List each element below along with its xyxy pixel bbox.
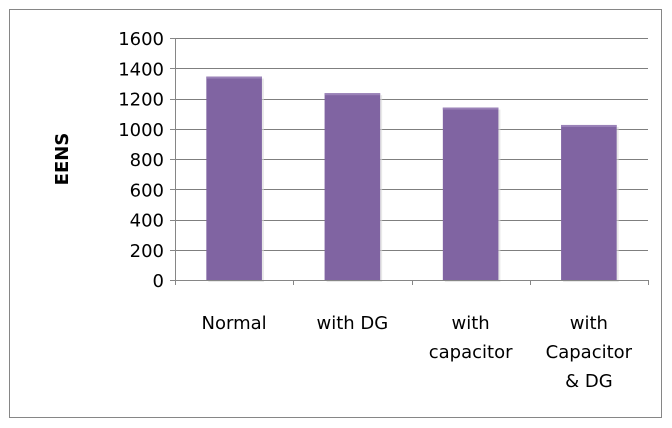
y-tick-label: 1400 [118, 59, 164, 80]
x-category-label: with Capacitor & DG [546, 313, 633, 392]
bar-top-highlight [442, 107, 499, 110]
y-tick-labels: 0 200 400 600 800 1000 1200 1400 1600 [118, 29, 164, 292]
y-tick-label: 400 [130, 211, 164, 232]
bar-top-highlight [206, 76, 262, 79]
bar-fill [324, 93, 381, 280]
x-category-label: Normal [202, 313, 267, 334]
x-category-label: with DG [317, 313, 389, 334]
y-tick-label: 800 [130, 150, 164, 171]
bar-top-highlight [561, 124, 617, 127]
bar-fill [561, 124, 617, 280]
x-category-label-line: & DG [565, 371, 613, 392]
x-category-labels: Normal with DG with capacitor with Capacitor &… [202, 313, 633, 392]
bar [442, 107, 501, 282]
x-category-label-line: with [570, 313, 608, 334]
y-tick-label: 1600 [118, 29, 164, 50]
axes [170, 38, 649, 285]
x-category-label-line: with DG [317, 313, 389, 334]
x-category-label: with capacitor [429, 313, 513, 363]
bar-series [206, 76, 619, 282]
bar [206, 76, 264, 282]
y-tick-label: 200 [130, 241, 164, 262]
bar [561, 124, 619, 282]
bar-fill [206, 76, 262, 280]
bar [324, 93, 383, 282]
bar-fill [442, 107, 499, 280]
y-tick-label: 600 [130, 180, 164, 201]
y-axis-label: EENS [52, 133, 73, 186]
x-category-label-line: Capacitor [546, 342, 633, 363]
x-category-label-line: capacitor [429, 342, 513, 363]
y-tick-label: 0 [153, 271, 164, 292]
y-tick-label: 1200 [118, 90, 164, 111]
bar-top-highlight [324, 93, 381, 96]
y-tick-label: 1000 [118, 120, 164, 141]
x-category-label-line: with [452, 313, 490, 334]
x-category-label-line: Normal [202, 313, 267, 334]
